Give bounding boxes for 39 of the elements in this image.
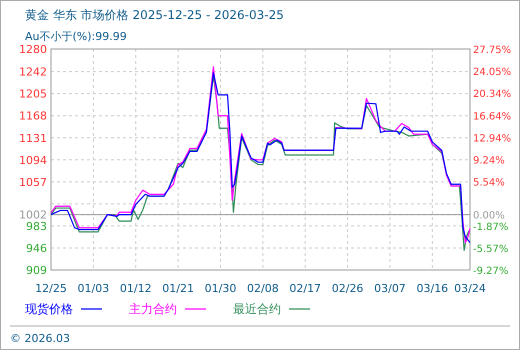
y2-tick-label: -1.87% (473, 222, 508, 233)
chart-subtitle: Au不小于(%):99.99 (25, 30, 127, 43)
y-tick-label: 946 (26, 242, 47, 255)
y-tick-label: 983 (26, 220, 47, 233)
x-tick-label: 12/25 (35, 282, 67, 295)
chart-title: 黄金 华东 市场价格 2025-12-25 - 2026-03-25 (25, 8, 284, 22)
y2-tick-label: 27.75% (473, 45, 512, 56)
legend-label: 主力合约 (129, 302, 177, 316)
y2-tick-label: 0.00% (473, 210, 505, 222)
legend-label: 最近合约 (233, 302, 281, 316)
x-tick-label: 01/12 (120, 282, 152, 295)
x-tick-label: 02/26 (332, 282, 364, 295)
y-tick-label: 1131 (19, 132, 47, 145)
x-tick-label: 01/30 (204, 282, 236, 295)
x-tick-label: 03/07 (374, 282, 406, 295)
y-tick-label: 1205 (19, 88, 47, 101)
y2-tick-label: 20.34% (473, 89, 512, 100)
y2-tick-label: 24.05% (473, 67, 512, 78)
y2-tick-label: 9.24% (473, 156, 505, 166)
x-tick-label: 02/08 (247, 282, 279, 295)
y2-tick-label: 5.54% (473, 178, 505, 189)
x-tick-label: 01/03 (78, 282, 110, 295)
y2-tick-label: 12.94% (473, 133, 512, 144)
y2-tick-label: -9.27% (473, 266, 508, 277)
y-tick-label: 909 (26, 264, 47, 277)
x-tick-label: 02/17 (289, 282, 322, 295)
y-tick-label: 1280 (19, 43, 47, 56)
x-tick-label: 03/24 (454, 282, 486, 295)
y2-tick-label: -5.57% (473, 244, 508, 255)
y-tick-label: 1094 (19, 154, 47, 167)
x-tick-label: 03/16 (416, 282, 448, 295)
legend-label: 现货价格 (25, 302, 73, 316)
y-tick-label: 1002 (19, 208, 47, 222)
y2-tick-label: 16.64% (473, 111, 512, 122)
x-tick-label: 01/21 (162, 282, 194, 295)
y-tick-label: 1242 (19, 66, 47, 79)
y-tick-label: 1168 (19, 110, 47, 123)
y-tick-label: 1057 (19, 176, 47, 189)
text: © 2026.03 (10, 332, 70, 345)
